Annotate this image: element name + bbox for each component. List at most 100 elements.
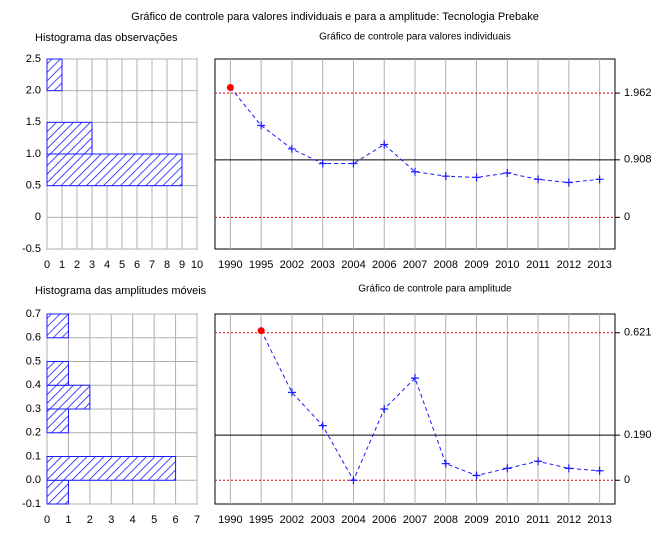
point-marker [595,466,604,475]
x-tick-label: 1990 [218,514,242,526]
x-tick-label: 6 [173,514,179,526]
x-tick-label: 2002 [280,259,304,271]
panel-title: Histograma das observações [35,32,178,44]
x-tick-label: 2 [87,514,93,526]
x-tick-label: 2006 [372,514,396,526]
x-tick-label: 6 [134,259,140,271]
point-marker [411,374,419,383]
x-tick-label: 5 [119,259,125,271]
x-tick-label: 2004 [341,514,365,526]
x-tick-label: 8 [164,259,170,271]
point-marker [595,175,604,184]
x-tick-label: 3 [108,514,114,526]
x-tick-label: 2002 [280,514,304,526]
y-tick-label: -0.5 [22,243,41,255]
x-tick-label: 2008 [434,514,458,526]
point-marker [503,169,512,177]
y-tick-label: 0.4 [26,379,41,391]
x-tick-label: 0 [44,514,50,526]
bar [46,384,91,410]
x-tick-label: 2013 [587,259,611,271]
y-tick-label: 0.7 [26,308,41,320]
bar [46,153,183,187]
panel-title: Histograma das amplitudes móveis [35,285,207,297]
point-marker [472,173,481,182]
x-tick-label: 2004 [341,259,365,271]
series-line [260,330,600,482]
y-tick-label: 0.2 [26,427,41,439]
y-tick-label: 1.5 [26,116,41,128]
x-tick-label: 0 [44,259,50,271]
x-tick-label: 2008 [434,259,458,271]
point-marker [534,457,543,466]
x-tick-label: 2007 [403,259,427,271]
x-tick-label: 1 [65,514,71,526]
x-tick-label: 2003 [310,259,334,271]
x-tick-label: 5 [151,514,157,526]
point-marker [441,459,450,468]
y2-tick-label: 0.621 [624,327,652,339]
point-marker [472,471,481,480]
x-tick-label: 10 [191,259,203,271]
out-of-control-point [257,327,265,335]
x-tick-label: 2009 [464,259,488,271]
y-tick-label: 0 [35,211,41,223]
bar [46,361,69,386]
x-tick-label: 4 [130,514,136,526]
y-tick-label: -0.1 [22,498,41,510]
y-tick-label: 2.0 [26,85,41,97]
x-tick-label: 7 [149,259,155,271]
y2-tick-label: 1.962 [624,87,652,99]
point-marker [257,121,266,130]
y2-tick-label: 0 [624,474,630,486]
x-tick-label: 2010 [495,514,519,526]
point-marker [349,476,358,485]
y-tick-label: 0.5 [26,355,41,367]
y2-tick-label: 0.908 [624,154,652,166]
x-tick-label: 1995 [249,259,273,271]
x-tick-label: 2012 [557,259,581,271]
point-marker [380,140,389,149]
x-tick-label: 7 [194,514,200,526]
x-tick-label: 2012 [557,514,581,526]
panel-title: Gráfico de controle para valores individ… [319,32,511,43]
y-tick-label: 0.1 [26,450,41,462]
y-tick-label: 0.3 [26,403,41,415]
point-marker [349,159,358,168]
panel-title: Gráfico de controle para amplitude [358,284,512,295]
bar [46,479,69,505]
x-tick-label: 2 [74,259,80,271]
point-marker [287,144,296,153]
x-tick-label: 2007 [403,514,427,526]
bar [46,408,69,434]
x-tick-label: 1995 [249,514,273,526]
x-tick-label: 2011 [526,514,550,526]
y-tick-label: 1.0 [26,148,41,160]
point-marker [503,464,512,473]
y2-tick-label: 0.190 [624,429,652,441]
bar [46,456,177,481]
bar [46,313,69,339]
point-marker [318,159,327,168]
x-tick-label: 1 [59,259,65,271]
x-tick-label: 2013 [587,514,611,526]
x-tick-label: 9 [179,259,185,271]
point-marker [287,388,296,397]
x-tick-label: 2003 [310,514,334,526]
y-tick-label: 0.0 [26,474,41,486]
x-tick-label: 1990 [218,259,242,271]
point-marker [534,175,543,184]
bar [46,121,93,155]
page-title: Gráfico de controle para valores individ… [131,11,539,23]
x-tick-label: 2010 [495,259,519,271]
y-tick-label: 0.5 [26,180,41,192]
point-marker [411,167,419,176]
x-tick-label: 2011 [526,259,550,271]
point-marker [564,464,573,473]
bar [46,58,63,92]
x-tick-label: 2009 [464,514,488,526]
y2-tick-label: 0 [624,211,630,223]
y-tick-label: 0.6 [26,332,41,344]
point-marker [380,405,389,413]
